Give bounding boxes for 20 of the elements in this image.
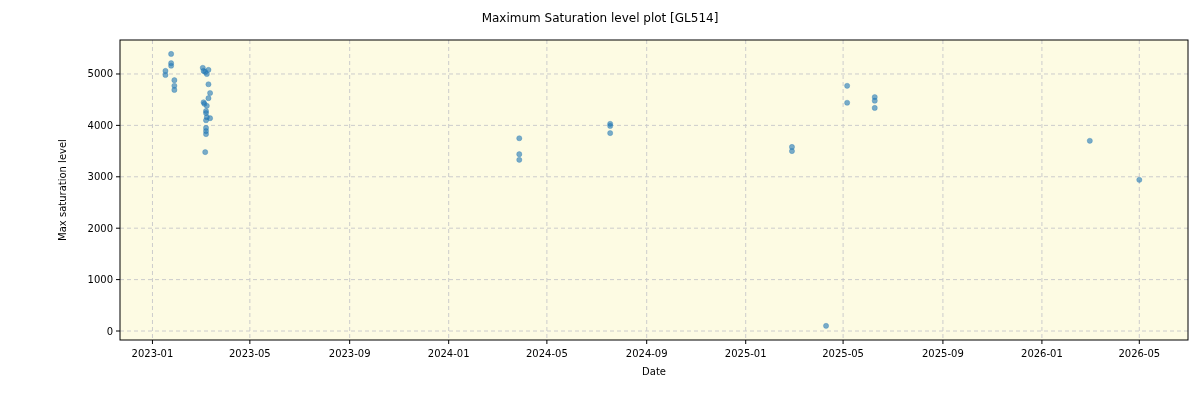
y-tick-label: 2000 bbox=[87, 222, 113, 234]
chart-title: Maximum Saturation level plot [GL514] bbox=[481, 11, 719, 25]
x-tick-label: 2023-01 bbox=[131, 348, 174, 359]
y-tick-label: 5000 bbox=[87, 68, 113, 80]
x-tick-label: 2024-05 bbox=[525, 348, 568, 359]
x-tick-label: 2024-09 bbox=[625, 348, 668, 359]
x-tick-label: 2025-05 bbox=[822, 348, 864, 359]
x-tick-label: 2025-01 bbox=[724, 348, 767, 359]
y-tick-label: 1000 bbox=[87, 274, 113, 286]
x-tick-label: 2023-09 bbox=[328, 348, 371, 359]
x-tick-label: 2023-05 bbox=[228, 348, 271, 359]
x-tick-label: 2026-05 bbox=[1118, 348, 1161, 359]
y-tick-label: 4000 bbox=[87, 119, 113, 131]
x-tick-label: 2026-01 bbox=[1021, 348, 1063, 359]
y-tick-label: 3000 bbox=[87, 171, 113, 183]
y-axis-title: Max saturation level bbox=[57, 139, 68, 241]
y-tick-label: 0 bbox=[106, 325, 113, 337]
x-tick-label: 2024-01 bbox=[427, 348, 470, 359]
x-axis-title: Date bbox=[642, 366, 666, 377]
x-tick-label: 2025-09 bbox=[922, 348, 964, 359]
